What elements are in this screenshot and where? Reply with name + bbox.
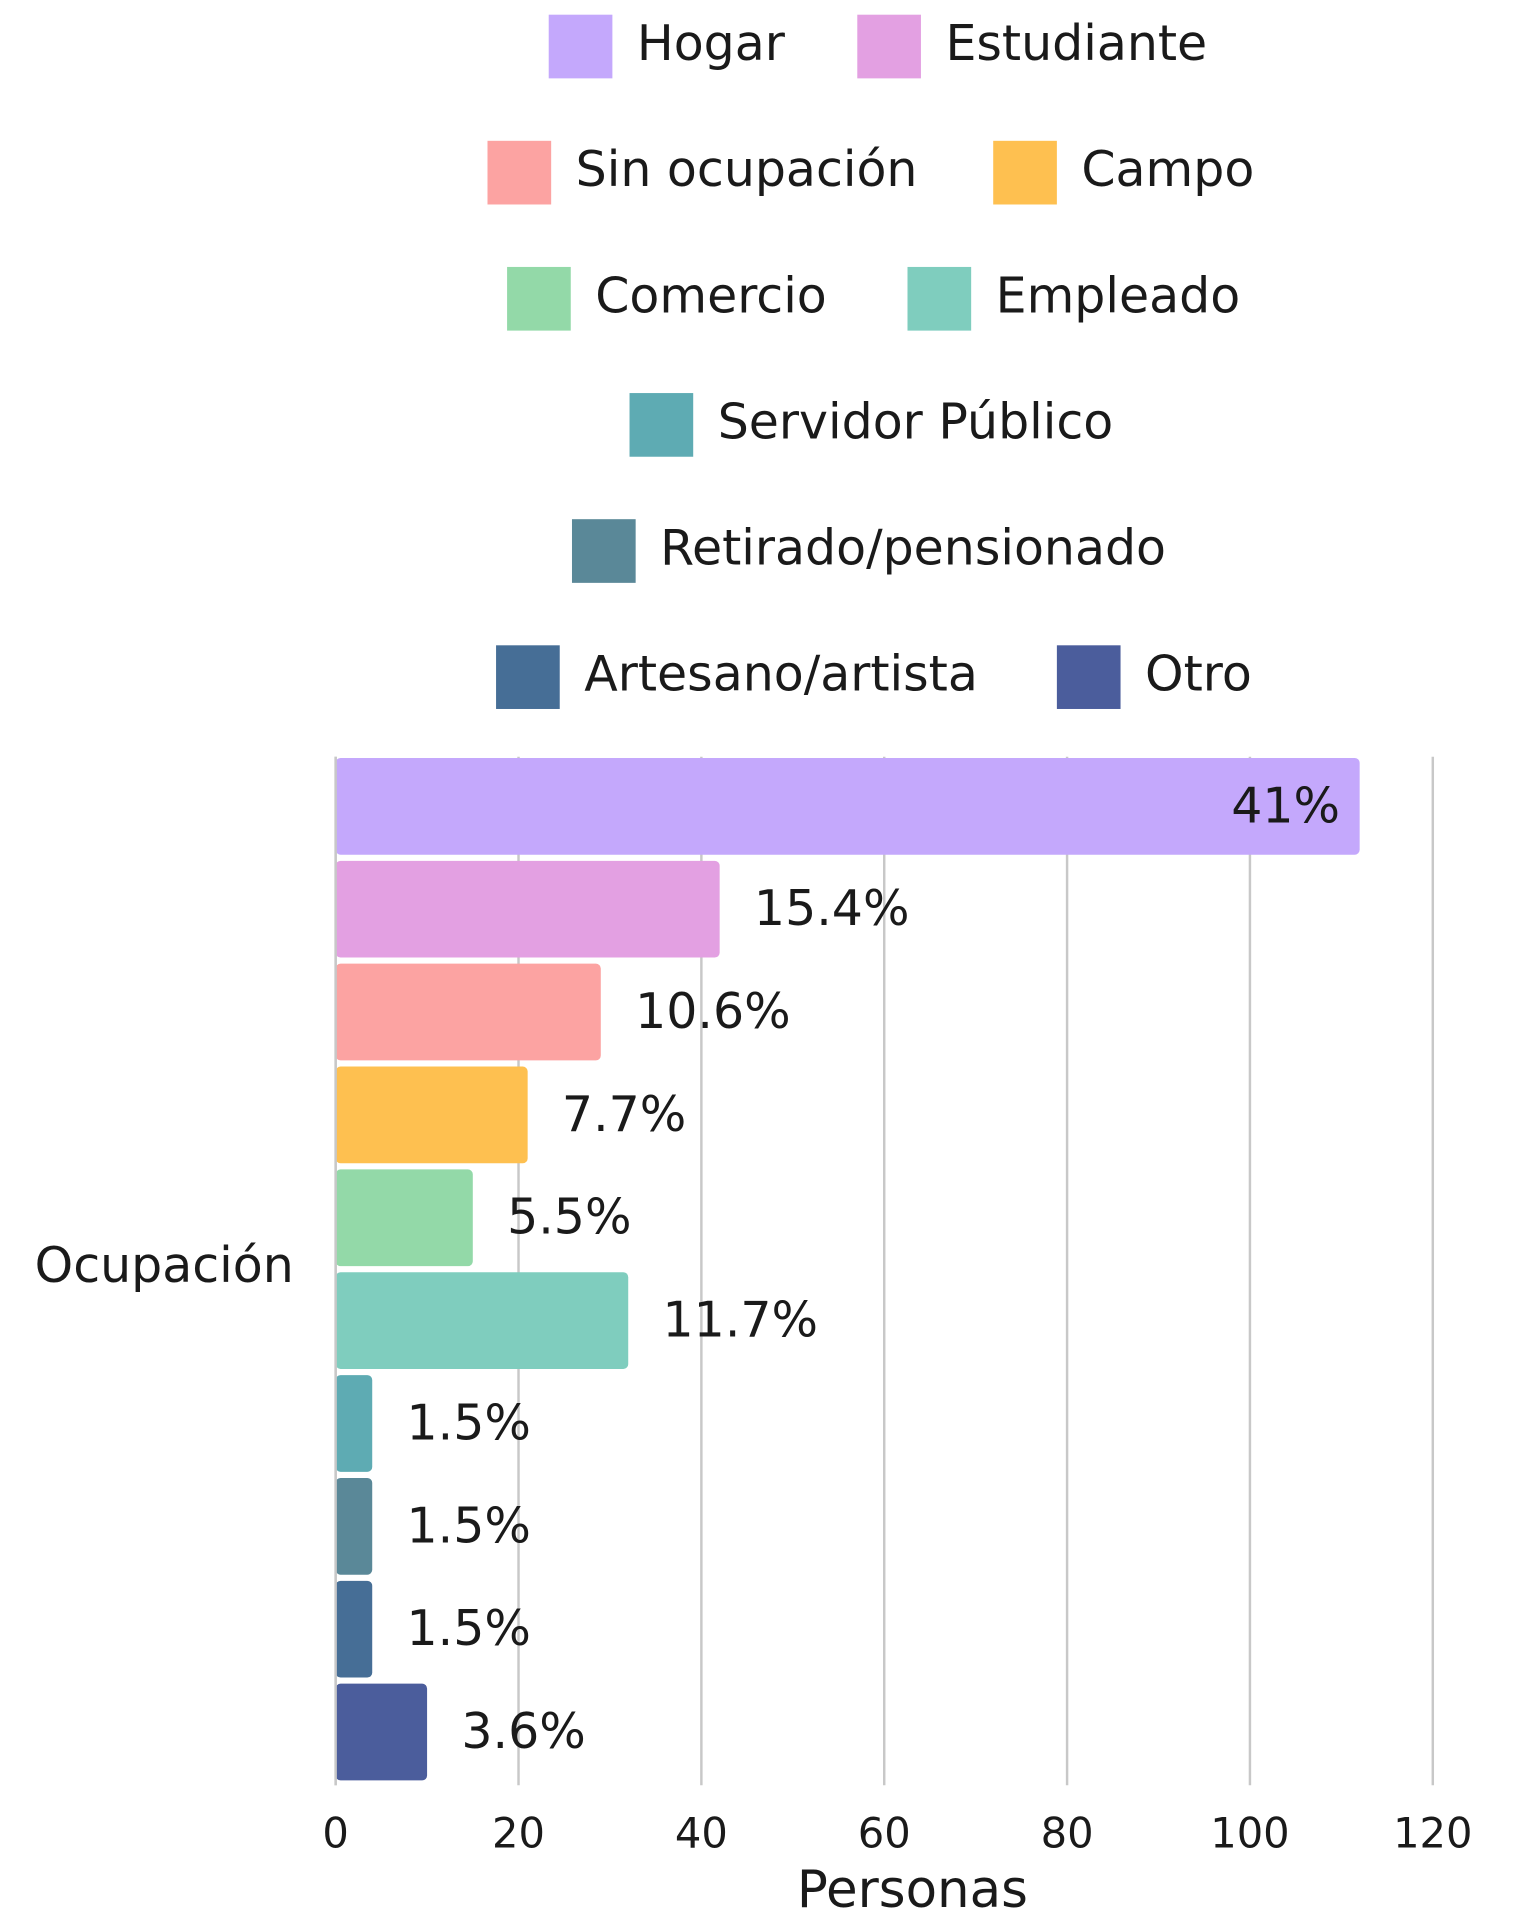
legend-swatch bbox=[496, 645, 560, 709]
legend-swatch bbox=[907, 266, 972, 331]
value-label: 1.5% bbox=[407, 1600, 531, 1657]
x-tick-label: 80 bbox=[1041, 1809, 1094, 1858]
bar bbox=[335, 1169, 473, 1267]
bar bbox=[335, 1477, 373, 1575]
x-tick-label: 40 bbox=[675, 1809, 728, 1858]
value-label: 15.4% bbox=[754, 880, 910, 937]
value-label: 1.5% bbox=[407, 1497, 531, 1554]
x-tick-label: 120 bbox=[1393, 1809, 1472, 1858]
category-label: Ocupación bbox=[35, 1237, 294, 1294]
legend-label: Artesano/artista bbox=[584, 646, 978, 703]
legend-label: Otro bbox=[1145, 646, 1252, 703]
value-label: 7.7% bbox=[562, 1086, 686, 1143]
legend-swatch bbox=[1056, 645, 1121, 709]
value-label: 10.6% bbox=[635, 983, 791, 1040]
value-label: 41% bbox=[1231, 777, 1340, 834]
x-tick-label: 20 bbox=[492, 1809, 545, 1858]
x-tick-label: 100 bbox=[1210, 1809, 1289, 1858]
bar bbox=[335, 1375, 373, 1472]
bar bbox=[335, 1066, 528, 1164]
legend-label: Empleado bbox=[996, 267, 1241, 324]
legend-swatch bbox=[548, 14, 613, 79]
x-tick-label: 0 bbox=[322, 1809, 348, 1858]
bar bbox=[335, 1580, 373, 1678]
bar bbox=[335, 1272, 629, 1369]
legend-swatch bbox=[857, 14, 921, 79]
x-tick-label: 60 bbox=[858, 1809, 911, 1858]
legend-swatch bbox=[487, 140, 552, 205]
legend-swatch bbox=[993, 140, 1057, 205]
value-label: 11.7% bbox=[663, 1292, 819, 1349]
legend-swatch bbox=[629, 393, 694, 457]
x-axis-title: Personas bbox=[797, 1860, 1028, 1920]
bar bbox=[335, 860, 720, 958]
legend-label: Estudiante bbox=[945, 15, 1207, 72]
legend-label: Sin ocupación bbox=[576, 141, 918, 198]
value-label: 3.6% bbox=[461, 1703, 585, 1760]
bar bbox=[335, 757, 1360, 855]
legend-label: Hogar bbox=[637, 15, 786, 72]
bar bbox=[335, 963, 601, 1061]
legend-label: Servidor Público bbox=[718, 393, 1114, 450]
legend-swatch bbox=[571, 519, 636, 583]
legend-label: Retirado/pensionado bbox=[660, 520, 1166, 577]
bar bbox=[335, 1683, 428, 1781]
legend-label: Comercio bbox=[595, 267, 827, 324]
value-label: 5.5% bbox=[507, 1189, 631, 1246]
legend-swatch bbox=[507, 266, 571, 331]
legend-label: Campo bbox=[1081, 141, 1254, 198]
value-label: 1.5% bbox=[407, 1394, 531, 1451]
